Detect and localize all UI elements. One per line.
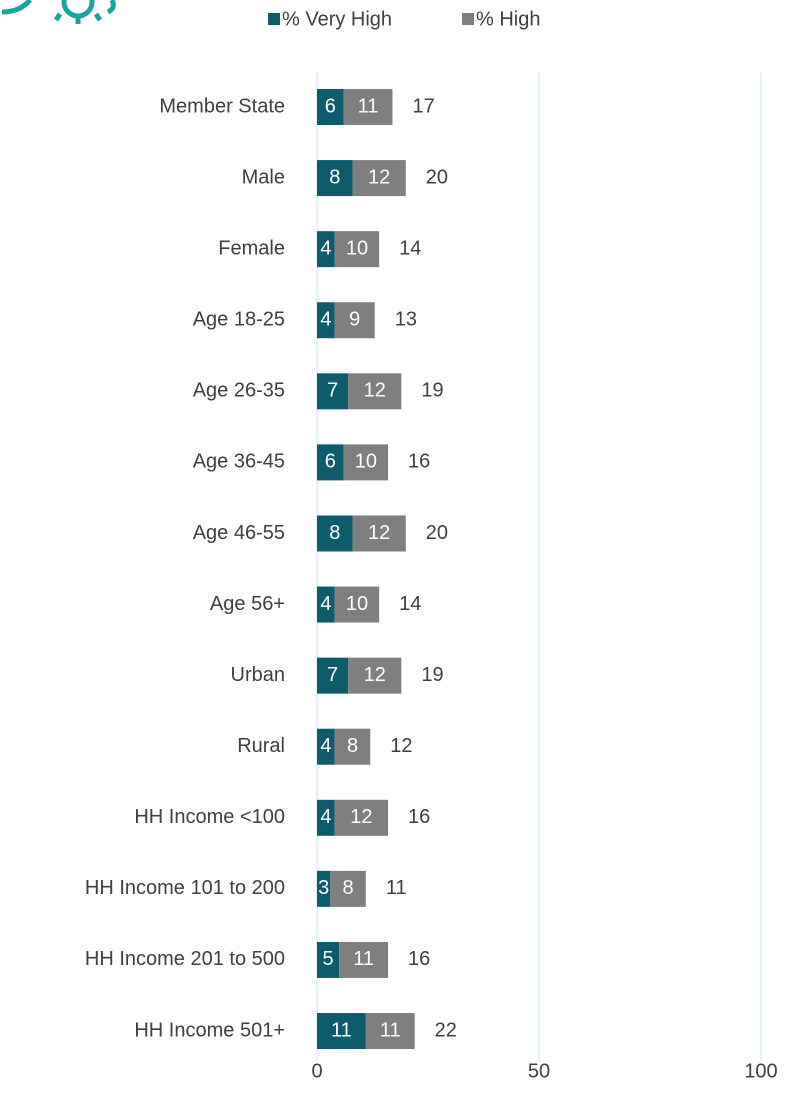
total-label: 16 (408, 451, 430, 473)
y-tick-label: HH Income 101 to 200 (85, 877, 285, 899)
bar-segment (334, 728, 371, 765)
bar-segment (317, 444, 344, 481)
total-label: 19 (421, 380, 443, 402)
total-label: 14 (399, 237, 421, 259)
y-tick-label: Member State (159, 95, 285, 117)
bar-value-label: 6 (325, 451, 336, 473)
y-tick-label: Age 36-45 (193, 451, 285, 473)
bar-value-label: 10 (346, 593, 368, 615)
bar-value-label: 7 (327, 664, 338, 686)
legend-swatch (268, 13, 280, 25)
bar-value-label: 11 (353, 948, 374, 970)
bar-segment (317, 515, 353, 552)
bar-segment (334, 799, 389, 836)
bar-segment (348, 657, 402, 694)
total-label: 17 (412, 95, 434, 117)
total-label: 12 (390, 735, 412, 757)
bar-segment (339, 941, 389, 978)
bar-segment (348, 373, 402, 410)
bar-value-label: 8 (329, 166, 340, 188)
bar-value-label: 11 (380, 1019, 401, 1041)
total-label: 19 (421, 664, 443, 686)
y-tick-label: Age 46-55 (193, 522, 285, 544)
bar-value-label: 12 (364, 380, 386, 402)
bar-value-label: 10 (355, 451, 377, 473)
y-tick-label: Age 18-25 (193, 309, 285, 331)
bar-value-label: 5 (323, 948, 334, 970)
bar-segment (352, 160, 406, 197)
logo-gear (61, 0, 95, 19)
bar-value-label: 12 (350, 806, 372, 828)
y-tick-label: Urban (231, 664, 285, 686)
bar-value-label: 12 (368, 166, 390, 188)
bar-value-label: 11 (331, 1019, 352, 1041)
total-label: 16 (408, 948, 430, 970)
bar-segment (317, 373, 349, 410)
bar-value-label: 8 (347, 735, 358, 757)
total-label: 20 (426, 522, 448, 544)
y-tick-label: Male (242, 166, 285, 188)
bar-segment (317, 89, 344, 125)
total-label: 16 (408, 806, 430, 828)
total-label: 20 (426, 166, 448, 188)
bar-segment (317, 302, 335, 339)
logo-arc (1, 0, 32, 15)
y-tick-label: HH Income 501+ (134, 1019, 285, 1041)
x-tick-label: 50 (528, 1060, 550, 1082)
bar-segment (317, 586, 335, 623)
bar-value-label: 12 (364, 664, 386, 686)
bar-segment (317, 870, 331, 907)
bar-segment (317, 657, 349, 694)
bar-segment (352, 515, 406, 552)
bar-segment (317, 799, 335, 836)
y-tick-label: Rural (237, 735, 285, 757)
total-label: 11 (386, 877, 407, 899)
y-tick-label: Age 26-35 (193, 380, 285, 402)
x-tick-label: 0 (311, 1060, 322, 1082)
total-label: 13 (395, 309, 417, 331)
y-tick-label: HH Income <100 (134, 806, 285, 828)
bar-segment (317, 231, 335, 268)
bar-value-label: 4 (320, 309, 331, 331)
bar-segment (334, 231, 380, 268)
bar-segment (317, 728, 335, 765)
bar-value-label: 4 (320, 806, 331, 828)
bar-value-label: 4 (320, 237, 331, 259)
bar-segment (343, 89, 393, 125)
y-tick-label: Female (218, 237, 285, 259)
bar-segment (330, 870, 366, 907)
bar-value-label: 10 (346, 237, 368, 259)
x-tick-label: 100 (744, 1060, 777, 1082)
bar-value-label: 4 (320, 593, 331, 615)
bar-segment (334, 302, 375, 339)
y-tick-label: Age 56+ (210, 593, 285, 615)
bar-segment (343, 444, 389, 481)
bar-value-label: 4 (320, 735, 331, 757)
bar-segment (334, 586, 380, 623)
total-label: 14 (399, 593, 421, 615)
bar-segment (317, 160, 353, 197)
logo-teeth (53, 0, 116, 24)
bar-segment (317, 1013, 366, 1050)
bar-value-label: 6 (325, 95, 336, 117)
bar-value-label: 8 (329, 522, 340, 544)
bar-value-label: 3 (318, 877, 329, 899)
bar-value-label: 9 (349, 309, 360, 331)
legend-label: % High (476, 8, 540, 30)
total-label: 22 (435, 1019, 457, 1041)
bar-value-label: 7 (327, 380, 338, 402)
bar-value-label: 8 (343, 877, 354, 899)
bar-segment (317, 941, 340, 978)
logo (1, 0, 116, 24)
legend-swatch (462, 13, 474, 25)
bar-segment (365, 1013, 415, 1050)
bar-value-label: 11 (358, 95, 379, 117)
legend-label: % Very High (282, 8, 392, 30)
y-tick-label: HH Income 201 to 500 (85, 948, 285, 970)
bar-value-label: 12 (368, 522, 390, 544)
